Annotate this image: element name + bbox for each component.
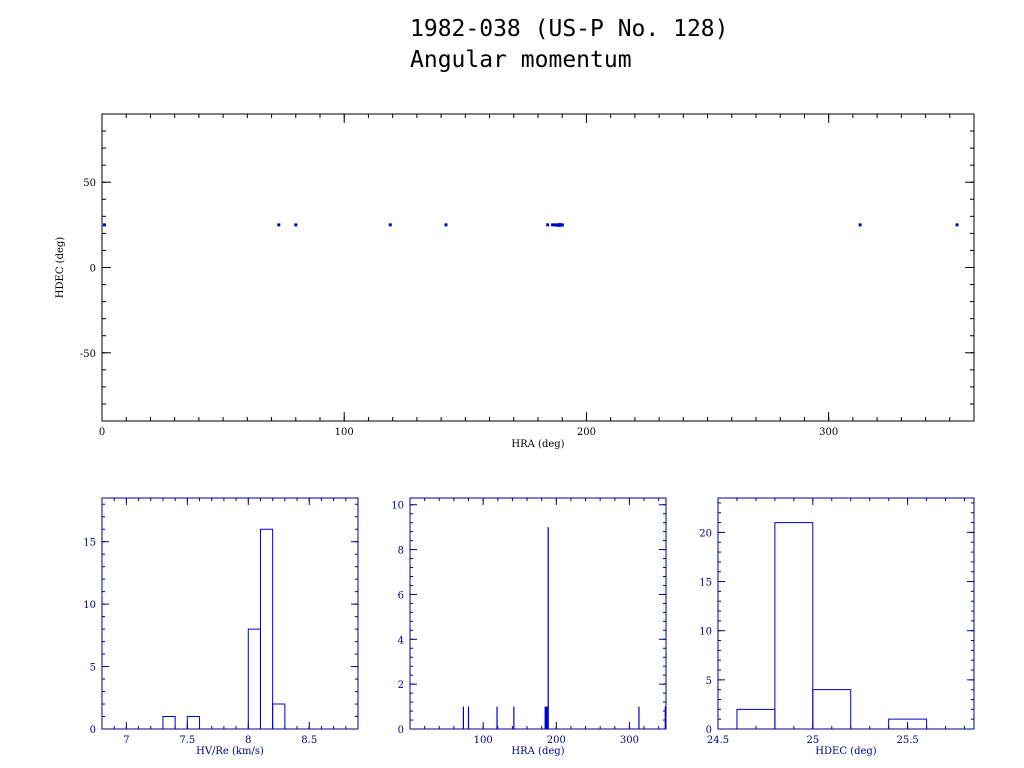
data-point — [558, 223, 562, 227]
x-tick-label: 100 — [335, 427, 354, 438]
y-tick-label: 10 — [699, 627, 712, 638]
data-point — [858, 223, 862, 227]
y-tick-label: 0 — [90, 725, 96, 736]
x-axis-label: HRA (deg) — [511, 439, 564, 450]
x-axis-label: HRA (deg) — [511, 746, 564, 757]
y-tick-label: 6 — [398, 590, 404, 601]
scatter-frame — [101, 113, 975, 422]
histogram-frame — [101, 497, 359, 730]
x-tick-label: 0 — [99, 427, 105, 438]
histogram-bar — [162, 716, 176, 729]
histogram-bar — [272, 703, 286, 729]
histogram-panel-1: 7 7.5 8 8.5 0 5 10 15 HV/Re (km/s) — [83, 497, 359, 757]
y-tick-label: 5 — [706, 676, 712, 687]
y-tick-label: 8 — [398, 546, 404, 557]
histogram-bar — [774, 522, 814, 729]
histogram-bar — [186, 716, 201, 729]
x-tick-label: 7.5 — [179, 735, 195, 746]
data-point — [955, 223, 959, 227]
histogram-frame — [717, 497, 975, 730]
data-point — [551, 223, 555, 227]
x-tick-label: 7 — [123, 735, 129, 746]
x-tick-label: 200 — [547, 735, 566, 746]
histogram-bar — [812, 689, 852, 729]
histogram-panel-3: 24.5 25 25.5 0 5 10 15 20 HDEC (deg) — [699, 497, 975, 757]
x-tick-label: 300 — [819, 427, 838, 438]
data-point — [560, 223, 564, 227]
y-tick-label: 15 — [83, 538, 96, 549]
y-tick-label: 20 — [699, 528, 712, 539]
y-tick-label: 50 — [83, 178, 96, 189]
data-point — [294, 223, 298, 227]
data-point — [444, 223, 448, 227]
y-tick-label: 0 — [90, 264, 96, 275]
x-axis-label: HDEC (deg) — [815, 746, 876, 757]
title-block: 1982-038 (US-P No. 128) Angular momentum — [410, 14, 830, 76]
histogram-panel-2: 100 200 300 0 2 4 6 8 10 HRA (deg) — [391, 497, 667, 757]
y-tick-label: 10 — [391, 501, 404, 512]
x-tick-label: 200 — [577, 427, 596, 438]
y-tick-label: 4 — [398, 635, 404, 646]
x-tick-label: 8.5 — [301, 735, 317, 746]
x-tick-label: 25 — [806, 735, 819, 746]
chart-title: 1982-038 (US-P No. 128) — [410, 16, 729, 42]
y-tick-label: 15 — [699, 578, 712, 589]
x-tick-label: 100 — [474, 735, 493, 746]
y-tick-label: 2 — [398, 680, 404, 691]
data-point — [555, 223, 559, 227]
chart-subtitle: Angular momentum — [410, 47, 632, 73]
x-tick-label: 24.5 — [707, 735, 729, 746]
data-point — [553, 223, 557, 227]
y-tick-label: 10 — [83, 600, 96, 611]
histogram-bar — [544, 706, 549, 729]
y-tick-label: -50 — [80, 349, 96, 360]
histogram-bar — [247, 628, 261, 729]
histogram-frame — [409, 497, 667, 730]
data-point — [388, 223, 392, 227]
histogram-bar — [888, 718, 928, 729]
y-tick-label: 0 — [706, 725, 712, 736]
y-tick-label: 5 — [90, 663, 96, 674]
y-tick-label: 0 — [398, 725, 404, 736]
x-tick-label: 300 — [620, 735, 639, 746]
histogram-bar — [259, 528, 274, 729]
x-tick-label: 8 — [245, 735, 251, 746]
data-point — [546, 223, 550, 227]
scatter-panel: 0 100 200 300 -50 0 50 HRA (deg) HDEC (deg) — [55, 113, 975, 450]
x-tick-label: 25.5 — [896, 735, 918, 746]
x-axis-label: HV/Re (km/s) — [196, 746, 264, 757]
data-point — [102, 223, 106, 227]
data-point — [277, 223, 281, 227]
y-axis-label: HDEC (deg) — [55, 237, 66, 298]
